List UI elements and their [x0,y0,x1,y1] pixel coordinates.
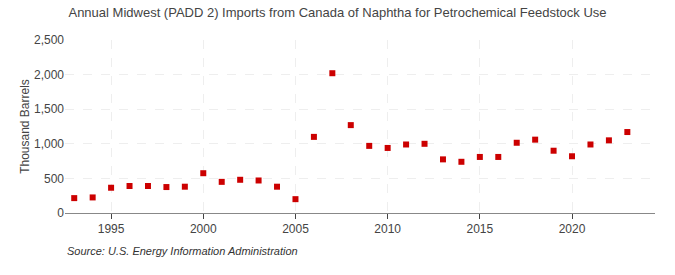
svg-text:Annual Midwest (PADD 2) Import: Annual Midwest (PADD 2) Imports from Can… [68,5,606,20]
svg-text:2000: 2000 [190,222,217,236]
svg-text:0: 0 [57,206,64,220]
svg-text:1,500: 1,500 [34,102,64,116]
svg-text:2,000: 2,000 [34,68,64,82]
svg-text:2010: 2010 [374,222,401,236]
svg-text:1,000: 1,000 [34,137,64,151]
svg-text:2020: 2020 [559,222,586,236]
svg-text:2015: 2015 [466,222,493,236]
svg-text:500: 500 [44,172,64,186]
svg-text:2005: 2005 [282,222,309,236]
svg-text:2,500: 2,500 [34,33,64,47]
svg-text:1995: 1995 [98,222,125,236]
svg-text:Thousand Barrels: Thousand Barrels [18,79,32,174]
svg-text:Source: U.S. Energy Informatio: Source: U.S. Energy Information Administ… [67,245,298,257]
